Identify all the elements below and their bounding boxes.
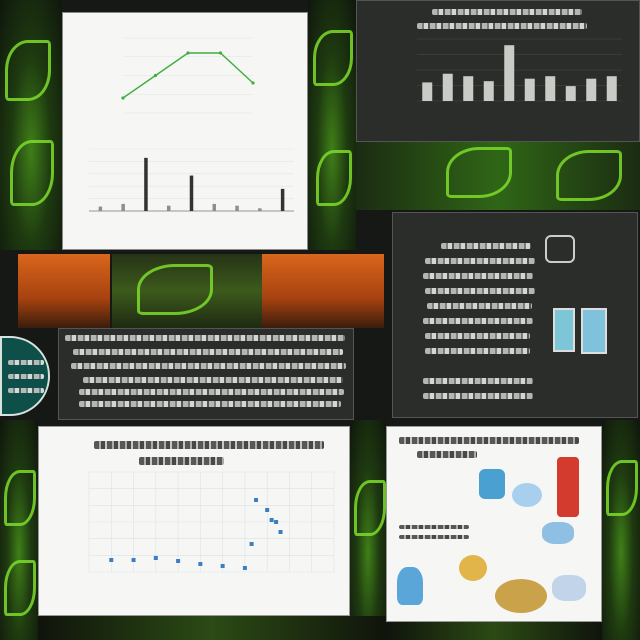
pod-icon [552, 575, 586, 601]
text-panel-middle-right [392, 212, 638, 418]
bar [483, 81, 494, 101]
leaf-cross-section-icon [479, 469, 505, 499]
chart-title-line-1 [432, 9, 582, 15]
panel-title-line-1 [399, 437, 579, 444]
plant-photo-right-middle [356, 142, 640, 210]
badge-circle-left [0, 336, 50, 416]
scatter-point [242, 566, 247, 570]
nut-icon [459, 555, 487, 581]
line-point [218, 51, 223, 55]
chart-panel-bottom-left [38, 426, 350, 616]
scatter-point [176, 559, 181, 563]
bar-chart-small [89, 148, 294, 212]
bar [121, 203, 125, 211]
equipment-icon-2 [553, 308, 575, 352]
cell-icon [542, 522, 574, 544]
plant-illustration-orange-3 [262, 254, 384, 328]
line-chart [121, 37, 255, 114]
bar [606, 76, 617, 101]
bar [422, 82, 433, 101]
plant-illustration-orange-2 [112, 254, 262, 328]
seed-icon [512, 483, 542, 507]
plant-photo-right-bottom [602, 420, 640, 640]
mushroom-icon [495, 579, 547, 613]
text-panel-middle-left [58, 328, 354, 420]
bar [189, 175, 194, 211]
bar [258, 208, 262, 211]
plant-photo-bottom-strip [38, 616, 386, 640]
scatter-point [131, 558, 136, 562]
bar [280, 188, 285, 211]
scatter-point [254, 498, 259, 502]
bar [442, 73, 453, 101]
chart-title-line-1 [94, 441, 324, 449]
line-point [121, 96, 125, 100]
bar [586, 78, 597, 101]
bar [98, 206, 103, 211]
equipment-icon-1 [545, 235, 575, 263]
bar [545, 76, 556, 101]
diagram-panel-bottom-right [386, 426, 602, 622]
scatter-point [278, 530, 283, 534]
scatter-point [269, 518, 274, 522]
equipment-icon-3 [581, 308, 607, 354]
line-point [186, 51, 190, 55]
bar [144, 157, 148, 211]
bar [463, 76, 474, 101]
chart-title-line-2 [417, 23, 587, 29]
line-point [251, 81, 255, 85]
chart-title-line-2 [139, 457, 224, 465]
flower-icon [397, 567, 423, 605]
scatter-point [109, 558, 114, 562]
tube-icon [557, 457, 579, 517]
scatter-point [265, 508, 270, 512]
plant-photo-top-center [308, 0, 356, 250]
bar-chart-dark [417, 38, 622, 102]
bar [524, 78, 535, 101]
scatter-point [153, 556, 158, 560]
bar [565, 86, 576, 101]
plant-photo-left-bottom [0, 420, 38, 640]
plant-photo-center-bottom [350, 420, 386, 640]
bar [166, 205, 171, 211]
plant-photo-bottom-strip-right [386, 622, 602, 640]
scatter-point [220, 564, 225, 568]
bar [235, 205, 239, 211]
scatter-point [249, 542, 254, 546]
plant-photo-left-top [0, 0, 62, 250]
bar [504, 45, 515, 101]
panel-title-line-2 [417, 451, 477, 458]
scatter-point [274, 520, 279, 524]
bar [212, 203, 217, 211]
scatter-point [198, 562, 203, 566]
plant-illustration-orange-1 [18, 254, 110, 328]
line-point [153, 73, 158, 78]
scatter-chart [88, 471, 335, 573]
chart-panel-top-right [356, 0, 640, 142]
chart-panel-top-left: ​ [62, 12, 308, 250]
